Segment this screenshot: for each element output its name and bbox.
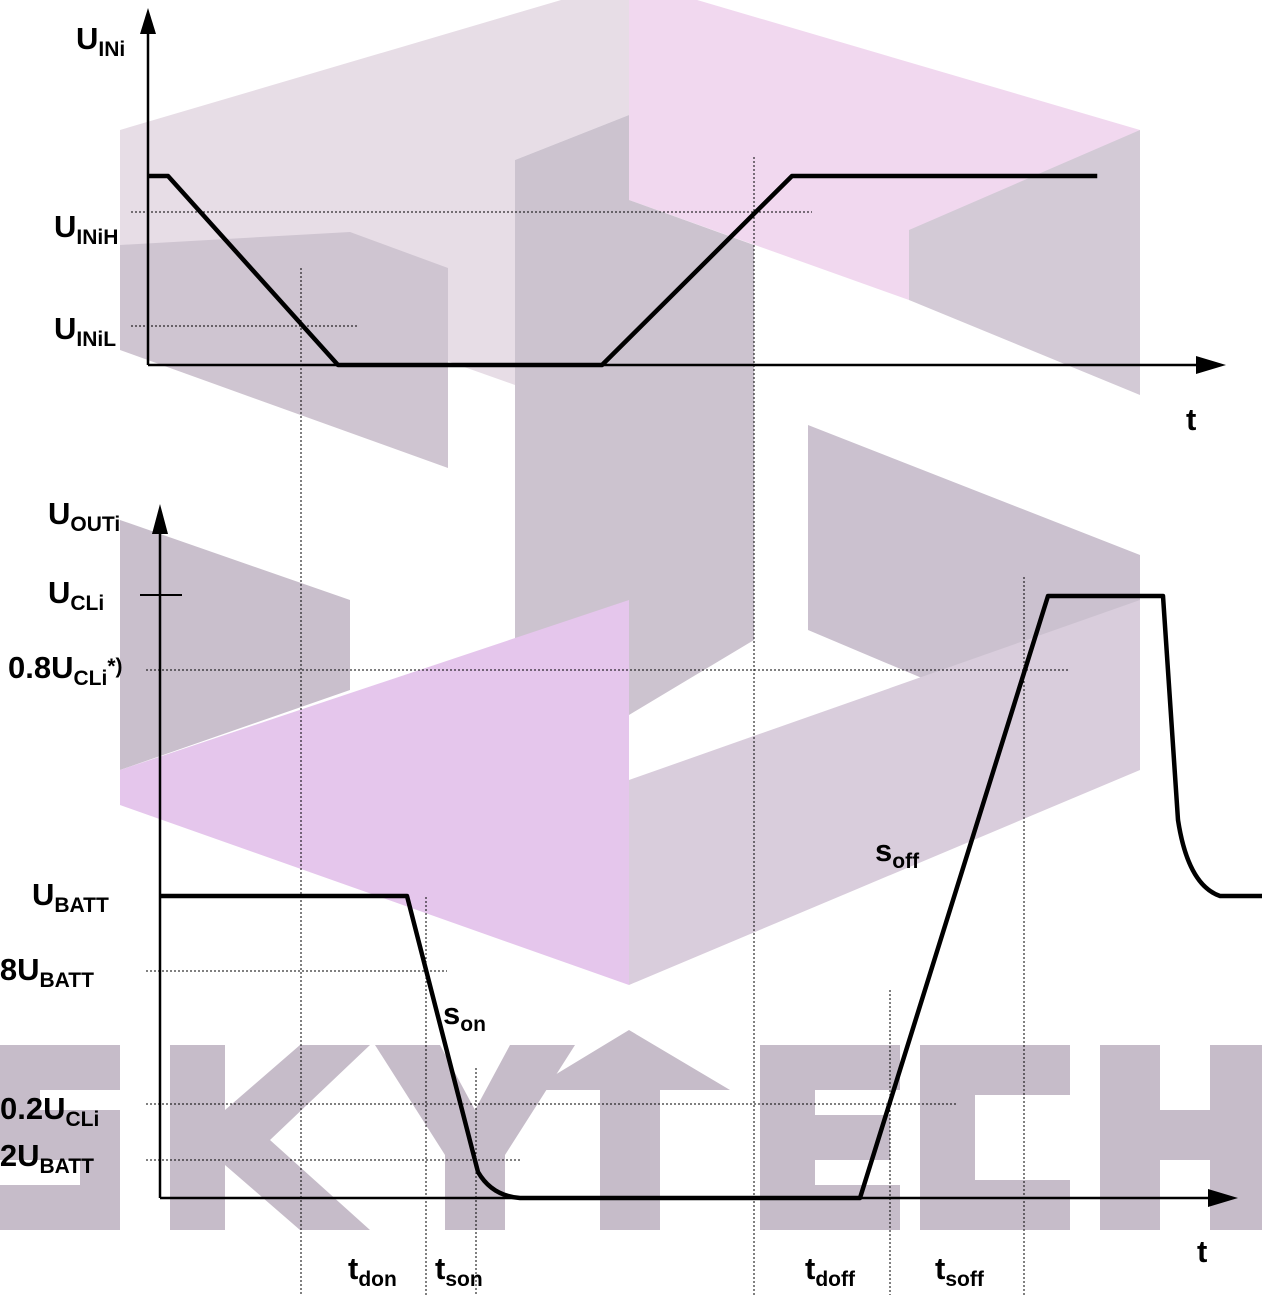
top-x-axis-arrow [1196, 356, 1226, 374]
label-ubatt80: 0.8UBATT [0, 952, 94, 992]
label-ucli: UCLi [48, 575, 104, 615]
label-ubatt20: 0.2UBATT [0, 1138, 94, 1178]
watermark-letter-h [1100, 1045, 1262, 1230]
watermark-letter-s [0, 1045, 120, 1230]
label-ubatt: UBATT [32, 877, 109, 917]
input-voltage-waveform [147, 173, 1098, 368]
label-soff: soff [875, 833, 920, 873]
watermark-shape-left-wing [120, 232, 448, 468]
watermark-letter-e [760, 1045, 900, 1230]
top-y-axis-arrow [140, 8, 156, 34]
bottom-x-axis-label: t [1197, 1234, 1207, 1269]
label-ucli80: 0.8UCLi*) [8, 650, 122, 690]
label-ucli20: 0.2UCLi [0, 1091, 99, 1131]
watermark-letter-k [170, 1045, 370, 1230]
top-y-axis-label: UINi [76, 21, 125, 61]
label-uinil: UINiL [54, 311, 116, 351]
label-tdoff: tdoff [805, 1251, 856, 1291]
bottom-y-axis-arrow [152, 504, 168, 534]
label-son: son [443, 996, 486, 1036]
output-voltage-waveform [159, 593, 1262, 1201]
bottom-x-axis-arrow [1208, 1189, 1238, 1207]
top-graph-axes [140, 8, 1226, 374]
top-x-axis-label: t [1186, 402, 1196, 437]
label-tson: tson [435, 1251, 483, 1291]
watermark-letter-c [920, 1045, 1070, 1230]
watermark-logo [0, 0, 1262, 1230]
time-guides [300, 157, 1025, 1295]
label-tdon: tdon [348, 1251, 397, 1291]
watermark-shape-right-wing [909, 130, 1140, 395]
watermark-letter-y [375, 1045, 575, 1230]
watermark-text [0, 1030, 1262, 1230]
level-guides [131, 211, 1068, 1161]
bottom-y-axis-label: UOUTi [48, 496, 120, 536]
watermark-shape-bottom-left-face [120, 600, 629, 985]
watermark-shape-lower-left [120, 520, 350, 770]
label-uinih: UINiH [54, 209, 118, 249]
label-tsoff: tsoff [935, 1251, 985, 1291]
watermark-shape-center-post [515, 115, 754, 715]
watermark-shape-bottom-right-face [629, 600, 1140, 985]
watermark-letter-t [530, 1030, 730, 1230]
